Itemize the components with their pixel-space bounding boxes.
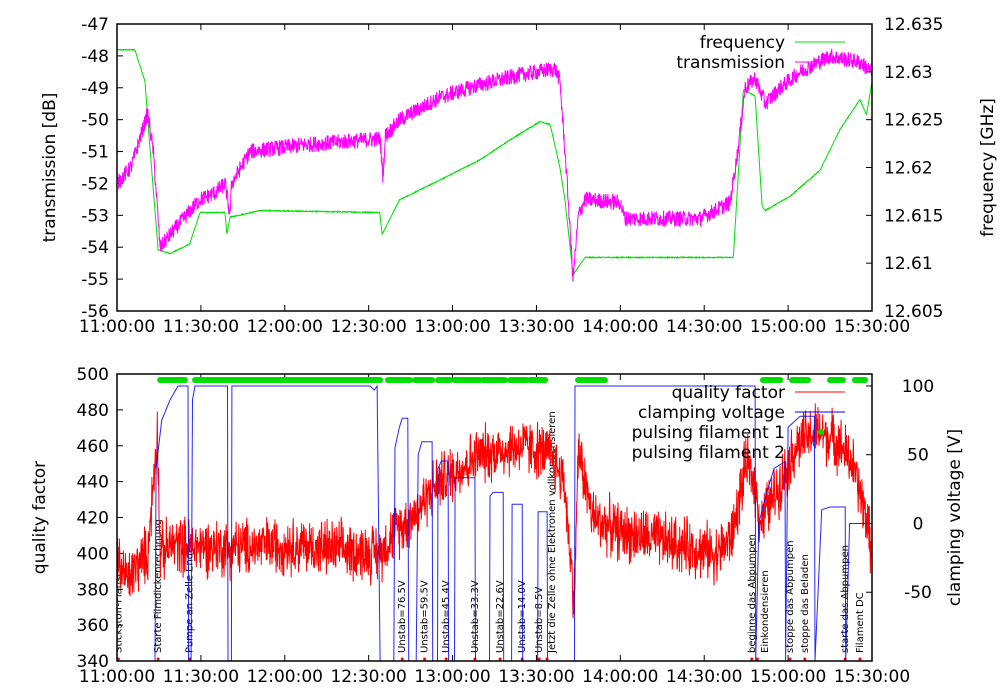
event-annotation: Unstab=8.5V (534, 586, 545, 653)
x-tick-label: 12:30:00 (330, 317, 406, 337)
series-transmission (117, 48, 872, 282)
legend-label: pulsing filament 1 (632, 423, 785, 443)
y-tick-label: -48 (81, 47, 109, 67)
plot-area: Stickstoff-Flansch Starte Filmdickenrechn… (113, 377, 872, 661)
event-annotation: stoppe das Beladen (800, 554, 811, 653)
x-tick-label: 11:30:00 (163, 667, 239, 687)
event-marker (803, 657, 807, 661)
event-marker (520, 657, 524, 661)
y-tick-label: 360 (77, 616, 109, 636)
event-marker (444, 657, 448, 661)
x-tick-label: 11:30:00 (163, 317, 239, 337)
event-marker (156, 657, 160, 661)
x-tick-label: 13:30:00 (498, 317, 574, 337)
event-marker (423, 657, 427, 661)
x-tick-label: 15:00:00 (750, 317, 826, 337)
panel-2: 11:00:00 11:30:00 12:00:00 12:30:00 13:00:00… (30, 365, 965, 687)
y-tick-label: -56 (81, 302, 109, 322)
y-axis-label: transmission [dB] (40, 93, 60, 243)
event-annotation: Pumpe an Zelle Ende (185, 547, 196, 653)
y-tick-label: 460 (77, 437, 109, 457)
x-tick-label: 13:00:00 (414, 667, 490, 687)
y2-tick-label: -50 (904, 583, 932, 603)
x-tick-label: 14:30:00 (666, 667, 742, 687)
series-clamping-voltage (117, 384, 872, 661)
y-tick-label: 400 (77, 544, 109, 564)
y-tick-label: 420 (77, 509, 109, 529)
event-annotation: Unstab=45.4V (441, 580, 452, 653)
event-marker (750, 657, 754, 661)
x-tick-label: 12:00:00 (247, 317, 323, 337)
y2-tick-label: 12.605 (884, 302, 943, 322)
event-annotation: Unstab=59.5V (420, 580, 431, 653)
series-frequency (117, 48, 872, 275)
legend-label: clamping voltage (638, 403, 785, 423)
y-tick-label: -47 (81, 15, 109, 35)
y2-tick-label: 100 (902, 377, 934, 397)
event-annotation: Filament DC (855, 592, 866, 653)
event-annotation: Unstab=76.5V (397, 580, 408, 653)
y-tick-label: 480 (77, 401, 109, 421)
x-tick-label: 11:00:00 (79, 317, 155, 337)
event-marker (537, 657, 541, 661)
event-annotation: Starte Filmdickenrechnung (153, 519, 164, 653)
x-tick-label: 14:00:00 (582, 317, 658, 337)
y-tick-label: -49 (81, 79, 109, 99)
y-tick-label: 380 (77, 580, 109, 600)
x-tick-label: 12:00:00 (247, 667, 323, 687)
event-marker (755, 657, 759, 661)
legend-swatch (818, 429, 824, 435)
y2-tick-label: 12.61 (884, 254, 933, 274)
event-marker (788, 657, 792, 661)
y-tick-label: 500 (77, 365, 109, 385)
x-tick-label: 13:30:00 (498, 667, 574, 687)
event-annotation: stoppe das Abpumpen (785, 540, 796, 653)
plot-frame (116, 23, 873, 312)
series-quality-factor (117, 403, 872, 619)
event-marker (858, 657, 862, 661)
x-tick-label: 15:30:00 (834, 667, 910, 687)
y2-tick-label: 12.635 (884, 15, 943, 35)
event-marker (545, 657, 549, 661)
event-annotation: Einkondensieren (760, 570, 771, 653)
y-tick-label: -53 (81, 206, 109, 226)
y-tick-label: -50 (81, 111, 109, 131)
event-annotation: Unstab=22.6V (495, 580, 506, 653)
x-tick-label: 15:30:00 (834, 317, 910, 337)
y2-tick-label: 12.63 (884, 63, 933, 83)
y2-tick-label: 50 (907, 446, 929, 466)
event-annotation: beginne das Abpumpen (747, 534, 758, 653)
x-tick-label: 14:00:00 (582, 667, 658, 687)
x-tick-label: 15:00:00 (750, 667, 826, 687)
y-tick-label: -52 (81, 174, 109, 194)
y-tick-label: 440 (77, 473, 109, 493)
x-tick-label: 14:30:00 (666, 317, 742, 337)
y2-tick-label: 12.615 (884, 206, 943, 226)
x-tick-label: 12:30:00 (330, 667, 406, 687)
x-tick-label: 11:00:00 (79, 667, 155, 687)
event-annotation: Stickstoff-Flansch (113, 565, 124, 653)
event-marker (498, 657, 502, 661)
plot-area (117, 48, 872, 282)
y2-tick-label: 0 (913, 514, 924, 534)
y-axis-label: quality factor (30, 461, 50, 574)
y2-tick-label: 12.625 (884, 111, 943, 131)
y-tick-label: -51 (81, 143, 109, 163)
event-marker (400, 657, 404, 661)
y2-tick-label: 12.62 (884, 159, 933, 179)
plot-frame (116, 373, 873, 662)
y2-axis-label: clamping voltage [V] (945, 429, 965, 606)
legend-label: frequency (700, 33, 785, 53)
y-tick-label: -54 (81, 238, 109, 258)
y-tick-label: -55 (81, 270, 109, 290)
legend-label: quality factor (672, 383, 785, 403)
x-tick-label: 13:00:00 (414, 317, 490, 337)
legend-label: transmission (676, 53, 785, 73)
event-annotation: Jetzt die Zelle ohne Elektronen vollkond… (547, 411, 558, 654)
y-tick-label: 340 (77, 652, 109, 672)
y2-axis-label: frequency [GHz] (978, 98, 998, 237)
legend-label: pulsing filament 2 (632, 443, 785, 463)
panel-1: 11:00:00 11:30:00 12:00:00 12:30:00 13:00:00… (40, 15, 998, 337)
